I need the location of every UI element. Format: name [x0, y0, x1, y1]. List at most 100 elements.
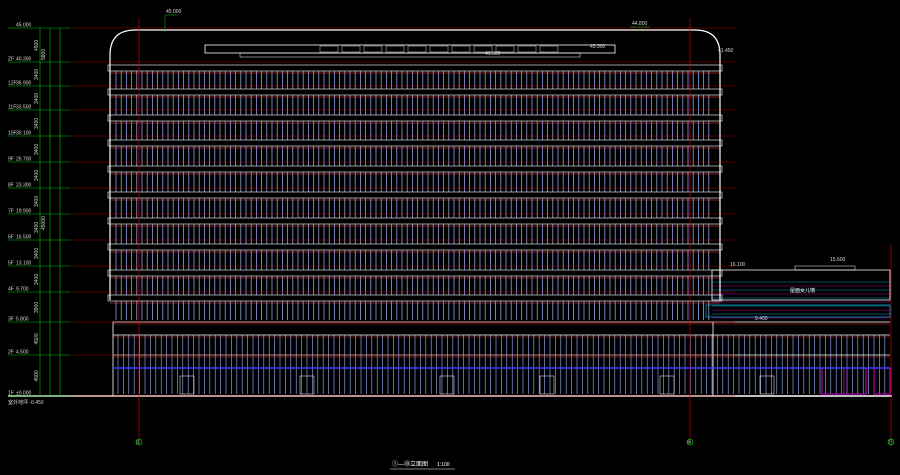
roof-cell	[407, 45, 427, 53]
floor-band	[107, 269, 723, 277]
level-elevation: 5.800	[16, 317, 29, 323]
dim-segment: 3400	[34, 144, 40, 155]
roof-cell	[341, 45, 361, 53]
level-elevation: 26.700	[16, 157, 32, 163]
door	[439, 375, 455, 395]
level-elevation: ±0.000	[16, 391, 31, 397]
floor-band	[107, 139, 723, 147]
floor-band	[107, 243, 723, 251]
floor-band	[107, 217, 723, 225]
roof-cell	[517, 45, 537, 53]
door	[759, 375, 775, 395]
tower-outline	[109, 29, 721, 300]
dim-segment: 3400	[34, 248, 40, 259]
floor-band	[107, 165, 723, 173]
dim-segment: 3400	[34, 118, 40, 129]
podium-band	[705, 304, 891, 318]
axis-label-11: ⑪	[888, 439, 893, 446]
podium-parapet	[794, 265, 856, 271]
level-elevation: 16.500	[16, 235, 32, 241]
podium-tag-left: 16.100	[730, 262, 746, 268]
floor-band	[107, 64, 723, 72]
outer-dim-2: 45000	[41, 216, 47, 230]
axis-marker-1	[135, 438, 143, 446]
level-code: 3F	[8, 317, 14, 323]
level-code: 11F	[8, 105, 16, 111]
floor-band	[107, 191, 723, 199]
ground-label: 室外地坪 -0.450	[8, 399, 44, 406]
roof-tag-left: 41.300	[485, 51, 501, 57]
level-elevation: 33.500	[16, 105, 32, 111]
level-marks: 45.000 ZF 40.300 12F 36.900 11F 33.500 10F 30.10…	[8, 23, 735, 397]
dim-segment: 3400	[34, 196, 40, 207]
dim-segment: 3400	[34, 274, 40, 285]
floor-band	[107, 294, 723, 302]
axis-markers: ① ⑩ ⑪	[135, 438, 895, 446]
level-code: 1F	[8, 391, 14, 397]
dim-segment: 4500	[34, 40, 40, 51]
podium-building	[179, 265, 891, 395]
door	[179, 375, 195, 395]
axis-label-10: ⑩	[687, 440, 692, 446]
top-tag-left: 45.000	[166, 9, 182, 15]
roof-cell	[495, 45, 515, 53]
level-elevation: 13.100	[16, 261, 32, 267]
drawing-title-block: ①—⑩立面图 1:100	[390, 460, 455, 470]
dim-segment: 3400	[34, 222, 40, 233]
level-code: 9F	[8, 157, 14, 163]
roof-cell	[363, 45, 383, 53]
floor-band	[107, 88, 723, 96]
door	[659, 375, 675, 395]
axis-marker-11	[887, 438, 895, 446]
level-code: 5F	[8, 261, 14, 267]
outer-dim-1: 5800	[41, 49, 47, 60]
dim-segment: 4500	[34, 370, 40, 381]
dim-segment: 3400	[34, 93, 40, 104]
axis-marker-10	[686, 438, 694, 446]
roof-louvers	[319, 45, 559, 53]
level-code: ZF	[8, 57, 14, 63]
level-elevation: 19.900	[16, 209, 32, 215]
podium-note: 屋面女儿墙	[790, 287, 815, 294]
level-code: 7F	[8, 209, 14, 215]
dim-segment: 4500	[34, 333, 40, 344]
dim-segment: 3400	[34, 170, 40, 181]
drawing-scale: 1:100	[437, 462, 450, 468]
level-elevation: 30.100	[16, 131, 32, 137]
level-code: 4F	[8, 287, 14, 293]
level-code: 12F	[8, 81, 17, 87]
floor-bands	[107, 64, 890, 358]
elevation-tags: 45.000 44.800 41.300 43.300 41.450 16.10…	[164, 9, 846, 322]
roof-cell	[451, 45, 471, 53]
level-elevation: 36.900	[16, 81, 32, 87]
door	[539, 375, 555, 395]
left-dimension-chain	[39, 28, 61, 396]
side-tag: 41.450	[718, 48, 734, 54]
door	[299, 375, 315, 395]
roof-parapet-inner	[239, 52, 581, 58]
dim-segment: 3900	[34, 302, 40, 313]
dimension-texts: 4500 3400 3400 3400 3400 3400 3400 3400 3400 3400…	[34, 40, 40, 382]
dim-segment: 3400	[34, 69, 40, 80]
axis-lines	[138, 18, 892, 440]
roof-cell	[539, 45, 559, 53]
level-code: 8F	[8, 183, 14, 189]
level-elevation: 45.000	[16, 23, 32, 29]
level-elevation: 40.300	[16, 57, 32, 63]
podium-tag-right: 15.600	[830, 257, 846, 263]
roof-tag-mid: 43.300	[590, 44, 606, 50]
roof-cell	[473, 45, 493, 53]
level-code: 2F	[8, 350, 14, 356]
level-elevation: 23.300	[16, 183, 32, 189]
podium-tag-mid: 9.400	[755, 316, 768, 322]
roof-cell	[319, 45, 339, 53]
drawing-title: ①—⑩立面图	[392, 460, 428, 468]
axis-label-1: ①	[136, 440, 141, 446]
level-elevation: 4.500	[16, 350, 29, 356]
roof-cell	[385, 45, 405, 53]
level-code: 10F	[8, 131, 17, 137]
level-elevation: 9.700	[16, 287, 29, 293]
level-code: 6F	[8, 235, 14, 241]
roof-cell	[429, 45, 449, 53]
